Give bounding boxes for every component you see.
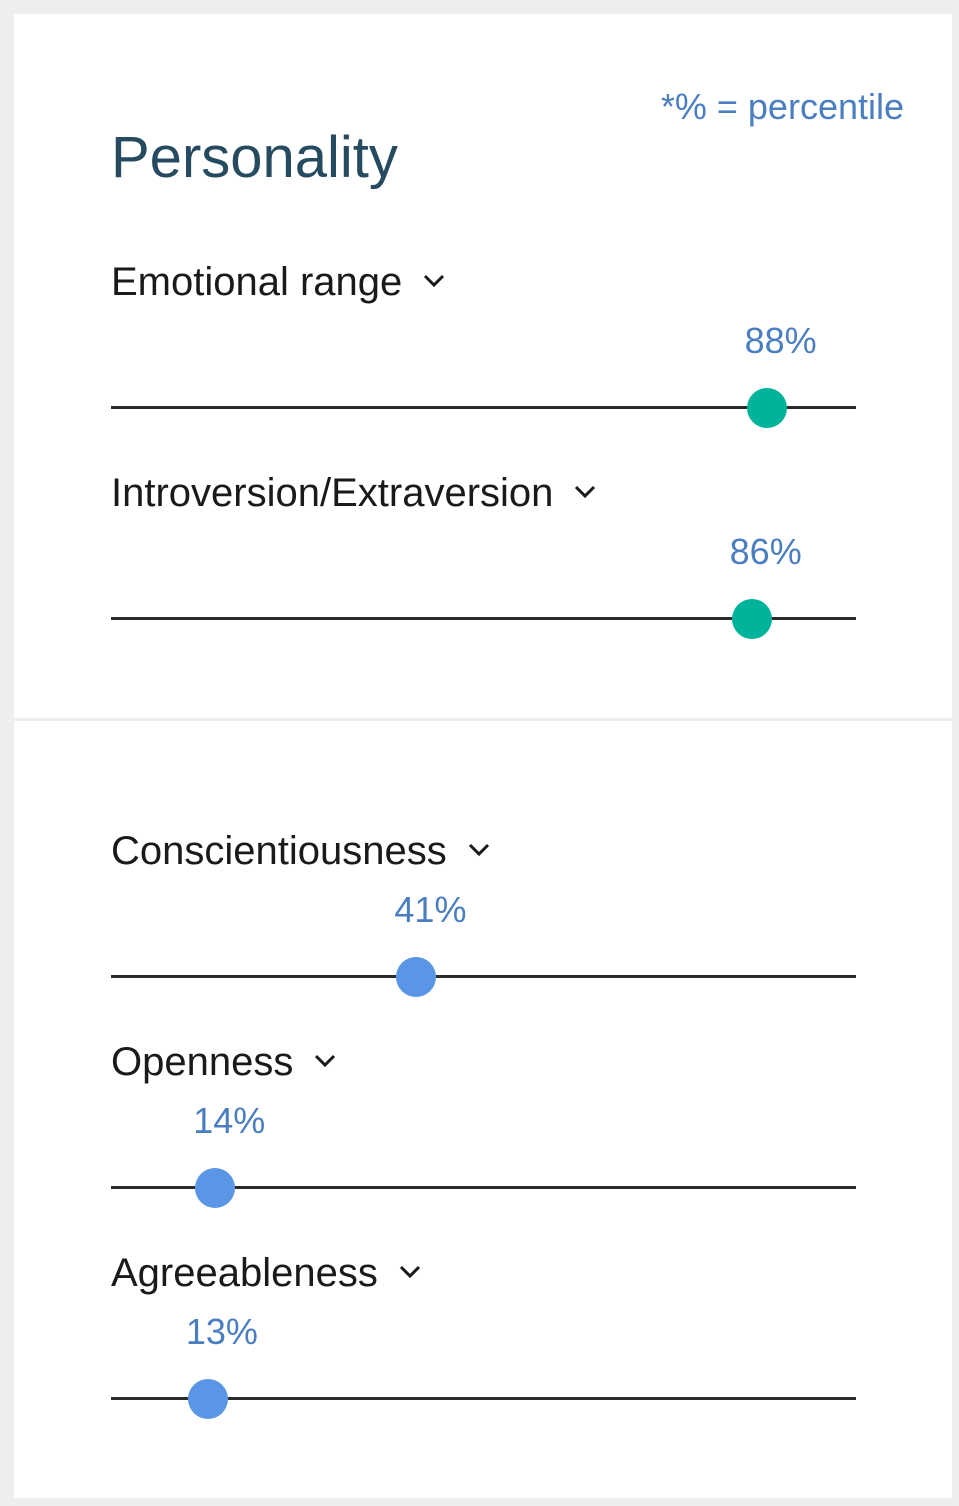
slider-track [111,1186,856,1189]
chevron-down-icon [313,1048,337,1072]
trait-conscientiousness: Conscientiousness 41% [111,827,856,1017]
page-title: Personality [111,125,398,190]
percentile-value: 86% [729,531,802,572]
percentile-slider[interactable]: 41% [111,883,856,997]
slider-thumb[interactable] [731,599,772,639]
chevron-down-icon [467,837,491,861]
trait-toggle-conscientiousness[interactable]: Conscientiousness [111,827,491,875]
personality-panel-secondary: Conscientiousness 41% Openness 14% Agree… [14,721,952,1498]
slider-thumb[interactable] [187,1379,228,1419]
percentile-slider[interactable]: 86% [111,525,856,639]
trait-emotional-range: Emotional range 88% [111,258,856,448]
trait-label: Conscientiousness [111,829,447,873]
slider-track [111,975,856,978]
trait-openness: Openness 14% [111,1038,856,1228]
percentile-slider[interactable]: 14% [111,1094,856,1208]
percentile-value: 13% [185,1311,258,1352]
chevron-down-icon [422,268,446,292]
trait-toggle-openness[interactable]: Openness [111,1038,337,1086]
slider-track [111,1397,856,1400]
trait-label: Openness [111,1040,294,1084]
slider-track [111,617,856,620]
slider-thumb[interactable] [195,1168,236,1208]
trait-label: Agreeableness [111,1251,378,1295]
trait-label: Introversion/Extraversion [111,471,554,515]
trait-agreeableness: Agreeableness 13% [111,1249,856,1439]
percentile-value: 41% [394,889,467,930]
slider-track [111,406,856,409]
trait-toggle-agreeableness[interactable]: Agreeableness [111,1249,422,1297]
chevron-down-icon [573,479,597,503]
trait-introversion-extraversion: Introversion/Extraversion 86% [111,469,856,659]
percentile-value: 14% [193,1100,266,1141]
percentile-value: 88% [744,320,817,361]
percentile-note: *% = percentile [660,86,904,127]
personality-panel-primary: *% = percentile Personality Emotional ra… [14,14,952,718]
trait-label: Emotional range [111,260,403,304]
trait-toggle-emotional-range[interactable]: Emotional range [111,258,446,306]
trait-toggle-introversion-extraversion[interactable]: Introversion/Extraversion [111,469,597,517]
percentile-slider[interactable]: 13% [111,1305,856,1419]
percentile-slider[interactable]: 88% [111,314,856,428]
slider-thumb[interactable] [396,957,437,997]
chevron-down-icon [398,1259,422,1283]
slider-thumb[interactable] [746,388,787,428]
